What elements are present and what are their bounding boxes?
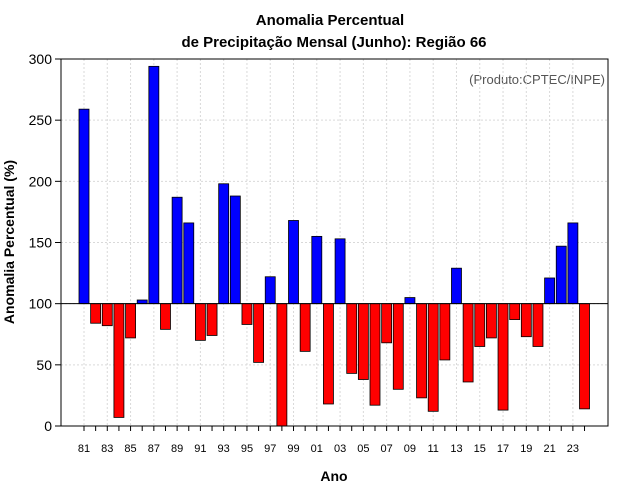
x-axis-label: Ano (320, 468, 347, 484)
y-tick-label: 250 (29, 112, 53, 128)
x-tick-label: 85 (124, 443, 136, 455)
bar-24 (579, 303, 590, 410)
bar-83 (101, 303, 113, 327)
x-tick-label: 21 (543, 443, 555, 455)
x-tick-label: 17 (497, 443, 509, 455)
bar-99 (288, 220, 299, 305)
x-tick-label: 97 (264, 443, 276, 455)
x-tick-label: 91 (194, 443, 206, 455)
bar-18 (509, 303, 521, 320)
bar-07 (381, 303, 393, 344)
bar-20 (532, 303, 544, 347)
y-tick-label: 300 (29, 51, 53, 67)
bar-15 (474, 303, 486, 347)
x-tick-label: 07 (381, 443, 393, 455)
x-tick-label: 95 (241, 443, 253, 455)
bar-16 (485, 303, 497, 339)
bar-06 (369, 303, 381, 406)
x-tick-label: 05 (357, 443, 369, 455)
bar-11 (427, 303, 439, 412)
x-tick-label: 99 (287, 443, 299, 455)
chart-title-line2: de Precipitação Mensal (Junho): Região 6… (181, 34, 486, 51)
bar-87 (148, 65, 160, 305)
bars-group (78, 65, 590, 427)
y-axis-label: Anomalia Percentual (%) (1, 160, 17, 324)
bar-21 (544, 277, 555, 305)
bar-84 (113, 303, 125, 418)
bar-95 (241, 303, 253, 325)
bar-03 (334, 238, 346, 305)
bar-96 (253, 303, 265, 363)
x-tick-label: 87 (148, 443, 160, 455)
chart-title-line1: Anomalia Percentual (256, 12, 404, 29)
bar-19 (520, 303, 532, 338)
x-tick-label: 83 (101, 443, 113, 455)
bar-05 (357, 303, 369, 380)
bar-85 (125, 303, 136, 339)
bar-08 (392, 303, 404, 390)
x-tick-label: 11 (427, 443, 438, 455)
bar-13 (451, 267, 462, 305)
x-tick-label: 19 (520, 443, 532, 455)
x-tick-label: 93 (218, 443, 230, 455)
bar-01 (311, 235, 323, 305)
y-tick-label: 50 (36, 357, 52, 373)
bar-09 (404, 297, 416, 305)
x-tick-label: 13 (450, 443, 462, 455)
bar-81 (78, 108, 90, 305)
grid-lines (61, 58, 608, 427)
bar-88 (160, 303, 171, 330)
bar-97 (264, 276, 276, 305)
x-tick-label: 09 (404, 443, 416, 455)
y-tick-label: 100 (29, 296, 53, 312)
bar-92 (206, 303, 218, 336)
credit-label: (Produto:CPTEC/INPE) (469, 72, 605, 87)
y-tick-label: 200 (29, 173, 53, 189)
bar-93 (218, 183, 230, 305)
x-tick-label: 89 (171, 443, 183, 455)
y-tick-label: 150 (29, 235, 53, 251)
bar-82 (90, 303, 102, 324)
bar-10 (416, 303, 427, 399)
x-tick-label: 03 (334, 443, 346, 455)
bar-94 (229, 195, 241, 305)
bar-89 (171, 196, 183, 305)
y-tick-label: 0 (44, 418, 52, 434)
bar-00 (299, 303, 311, 352)
x-tick-label: 23 (567, 443, 579, 455)
bar-23 (567, 222, 579, 305)
bar-91 (194, 303, 206, 341)
bar-86 (136, 299, 148, 305)
bar-17 (497, 303, 509, 411)
bar-14 (462, 303, 474, 383)
bar-90 (183, 222, 195, 305)
bar-22 (555, 245, 567, 305)
x-tick-label: 01 (311, 443, 323, 455)
bar-02 (323, 303, 334, 405)
bar-04 (346, 303, 358, 374)
x-tick-label: 15 (474, 443, 486, 455)
bar-98 (276, 303, 288, 427)
x-tick-label: 81 (78, 443, 90, 455)
bar-12 (439, 303, 451, 361)
